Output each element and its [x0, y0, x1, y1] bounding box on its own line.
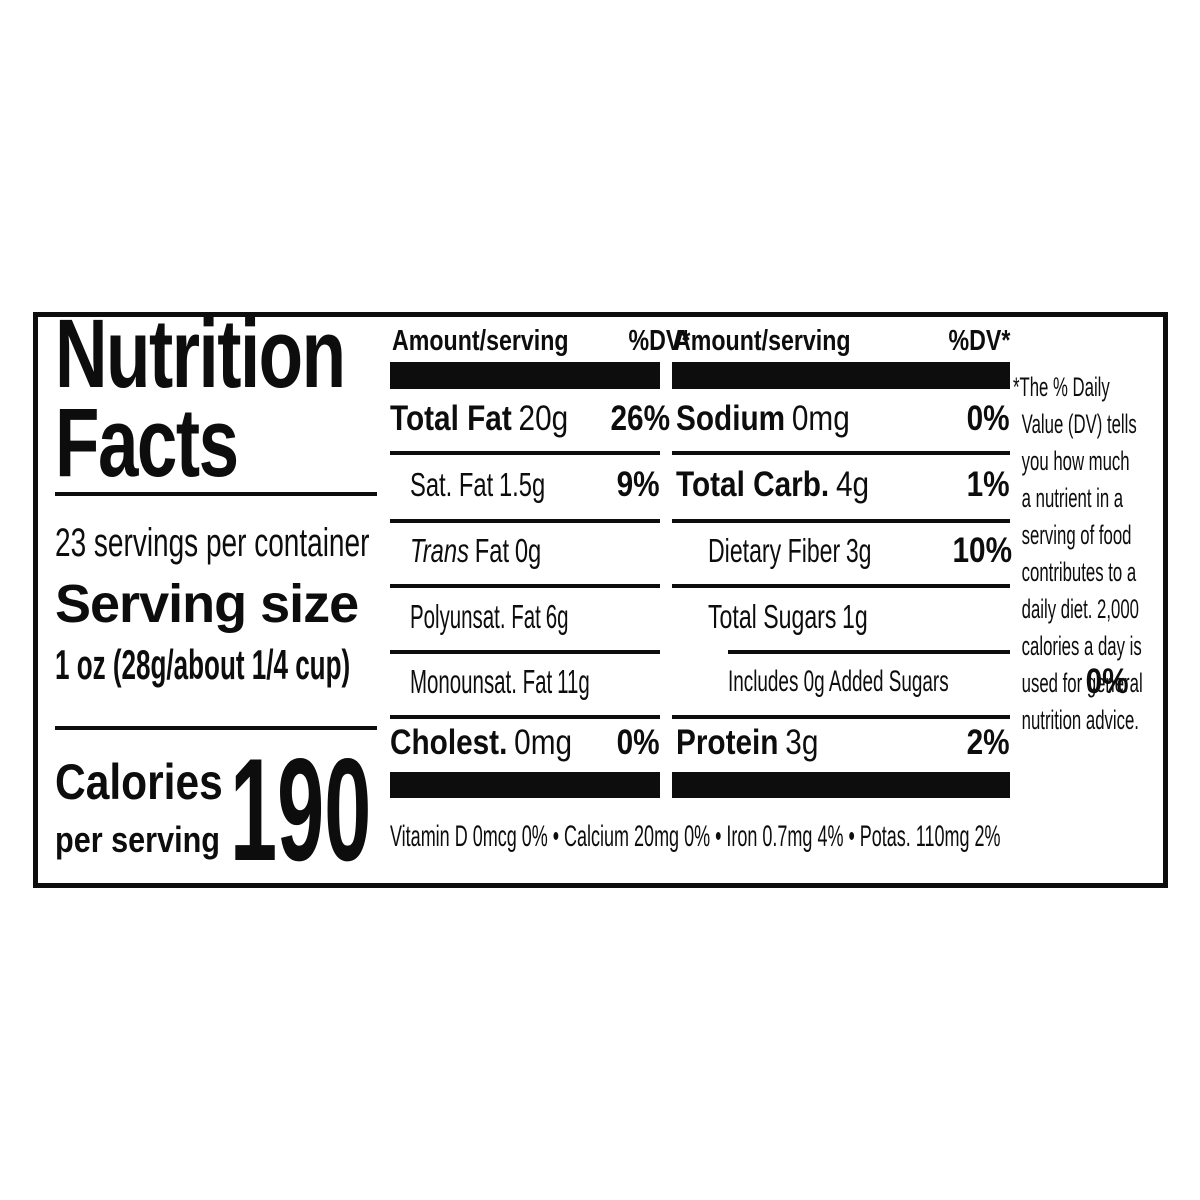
- nutrient-name-amount: Polyunsat. Fat 6g: [410, 598, 569, 636]
- calories-divider-rule: [55, 726, 377, 730]
- separator-rule: [672, 451, 1010, 455]
- header-bar: [672, 362, 1010, 389]
- nutrition-facts-title: Nutrition Facts: [55, 299, 346, 497]
- nutrient-amount: 3g: [845, 532, 872, 569]
- nutrient-name: Monounsat. Fat: [410, 663, 553, 700]
- nutrient-dv: 26%: [610, 399, 670, 438]
- separator-rule: [390, 519, 660, 523]
- nutrient-row-sodium: Sodium 0mg 0%: [672, 391, 1010, 447]
- nutrient-amount: 0mg: [514, 723, 573, 762]
- nutrient-name-amount: Sodium 0mg: [676, 399, 850, 439]
- nutrient-row-protein: Protein 3g 2%: [672, 715, 1010, 771]
- nutrient-name-amount: Dietary Fiber 3g: [708, 532, 872, 570]
- column-body: Total Fat 20g 26% Sat. Fat 1.5g 9% Trans Fa…: [390, 388, 670, 772]
- separator-rule: [390, 715, 660, 719]
- vitamins-text: Vitamin D 0mcg 0% • Calcium 20mg 0% • Ir…: [390, 820, 1001, 853]
- nutrient-name-amount: Sat. Fat 1.5g: [410, 466, 545, 504]
- serving-size-value: 1 oz (28g/about 1/4 cup): [55, 641, 351, 688]
- nutrient-name: Includes 0g Added Sugars: [728, 665, 949, 698]
- nutrient-name: Cholest.: [390, 723, 508, 762]
- nutrient-dv: 10%: [952, 531, 1012, 570]
- percent-dv-header: %DV*: [628, 324, 691, 357]
- nutrient-name: Dietary Fiber: [708, 532, 841, 569]
- nutrient-amount: 1g: [842, 598, 868, 635]
- vitamins-minerals-line: Vitamin D 0mcg 0% • Calcium 20mg 0% • Ir…: [390, 819, 1200, 855]
- column-body: Sodium 0mg 0% Total Carb. 4g 1% Dietary Fi…: [672, 388, 1129, 772]
- calories-label: Calories: [55, 754, 223, 810]
- amount-serving-header: Amount/serving: [392, 324, 569, 357]
- nutrient-name-amount: Protein 3g: [676, 723, 818, 763]
- nutrient-name: Protein: [676, 723, 779, 762]
- nutrient-name: Total Fat: [390, 399, 512, 438]
- title-divider-rule: [55, 492, 377, 496]
- column-header: Amount/serving %DV*: [392, 323, 690, 359]
- nutrient-name: Total Carb.: [676, 465, 830, 504]
- nutrient-row-dietary-fiber: Dietary Fiber 3g 10%: [672, 523, 1012, 579]
- nutrient-column-carbs: Amount/serving %DV* Sodium 0mg 0% Total C…: [672, 317, 1129, 815]
- separator-rule-indented: [728, 650, 1010, 654]
- nutrient-amount: 0g: [514, 532, 542, 569]
- footer-bar: [390, 772, 660, 798]
- separator-rule: [672, 715, 1010, 719]
- nutrient-name: Polyunsat. Fat: [410, 598, 541, 635]
- nutrient-row-sat-fat: Sat. Fat 1.5g 9%: [390, 457, 660, 513]
- percent-dv-header: %DV*: [948, 324, 1010, 357]
- header-bar: [390, 362, 660, 389]
- nutrient-row-added-sugars: Includes 0g Added Sugars 0%: [672, 654, 1129, 710]
- nutrient-amount: 3g: [785, 723, 819, 762]
- nutrient-name-amount: Total Sugars 1g: [708, 598, 868, 636]
- nutrient-name-amount: Trans Fat 0g: [410, 532, 541, 570]
- nutrient-name-italic: Trans: [410, 532, 469, 569]
- nutrient-name: Sodium: [676, 399, 786, 438]
- daily-value-footnote: *The % Daily Value (DV) tells you how mu…: [1013, 372, 1143, 735]
- nutrient-dv: 0%: [1085, 662, 1129, 701]
- nutrient-row-monounsat-fat: Monounsat. Fat 11g: [390, 654, 660, 710]
- nutrient-row-trans-fat: Trans Fat 0g: [390, 523, 660, 579]
- nutrient-name-amount: Total Fat 20g: [390, 399, 568, 439]
- nutrient-dv: 0%: [966, 399, 1010, 438]
- separator-rule: [390, 584, 660, 588]
- servings-per-container: 23 servings per container: [55, 521, 370, 565]
- footer-bar: [672, 772, 1010, 798]
- nutrient-dv: 0%: [616, 723, 660, 762]
- nutrient-row-total-fat: Total Fat 20g 26%: [390, 391, 670, 447]
- nutrient-amount: 20g: [518, 399, 569, 438]
- nutrient-name-amount: Total Carb. 4g: [676, 465, 869, 505]
- nutrient-name: Fat: [474, 532, 510, 569]
- nutrient-name-amount: Includes 0g Added Sugars: [728, 665, 949, 699]
- serving-size-label: Serving size: [55, 574, 359, 634]
- nutrient-dv: 2%: [966, 723, 1010, 762]
- nutrient-row-cholesterol: Cholest. 0mg 0%: [390, 715, 660, 771]
- nutrient-dv: 1%: [966, 465, 1010, 504]
- separator-rule: [390, 451, 660, 455]
- nutrient-amount: 1.5g: [498, 466, 546, 503]
- column-header: Amount/serving %DV*: [674, 323, 1010, 359]
- nutrition-facts-label: Nutrition Facts 23 servings per containe…: [33, 299, 1168, 891]
- separator-rule: [672, 584, 1010, 588]
- calories-value: 190: [230, 728, 372, 891]
- nutrient-name: Total Sugars: [708, 598, 837, 635]
- nutrient-column-fats: Amount/serving %DV* Total Fat 20g 26% Sat…: [390, 317, 690, 815]
- separator-rule: [390, 650, 660, 654]
- nutrient-row-total-carb: Total Carb. 4g 1%: [672, 457, 1010, 513]
- nutrient-amount: 11g: [557, 663, 590, 700]
- nutrient-row-polyunsat-fat: Polyunsat. Fat 6g: [390, 589, 660, 645]
- nutrient-amount: 0mg: [791, 399, 850, 438]
- amount-serving-header: Amount/serving: [674, 324, 851, 357]
- separator-rule: [672, 519, 1010, 523]
- nutrient-dv: 9%: [616, 465, 660, 504]
- nutrient-row-total-sugars: Total Sugars 1g: [672, 589, 1010, 645]
- nutrient-amount: 6g: [545, 598, 569, 635]
- nutrient-name-amount: Monounsat. Fat 11g: [410, 663, 590, 701]
- nutrient-name-amount: Cholest. 0mg: [390, 723, 572, 763]
- calories-per-serving-label: per serving: [55, 819, 220, 860]
- nutrient-name: Sat. Fat: [410, 466, 494, 503]
- nutrient-amount: 4g: [835, 465, 870, 504]
